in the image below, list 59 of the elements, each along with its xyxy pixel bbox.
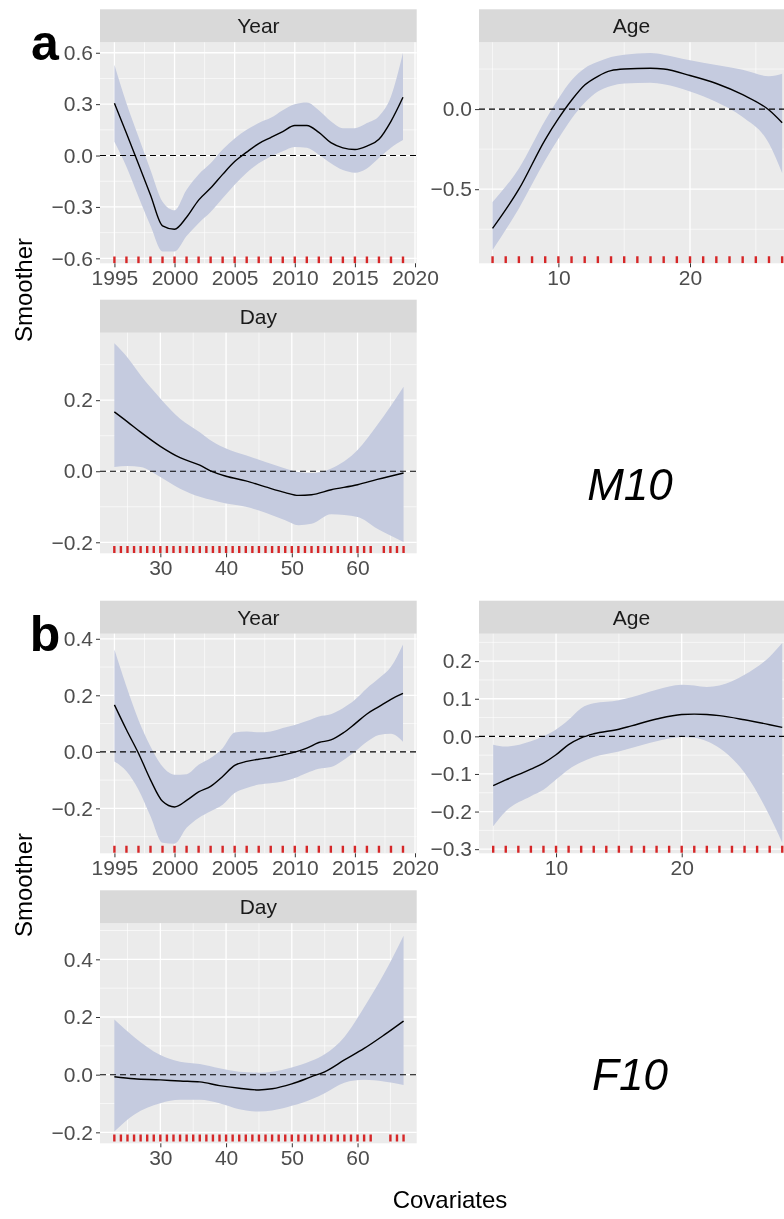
x-tick-label: 2000 (151, 266, 199, 290)
y-tick-label: −0.3 (51, 195, 93, 219)
x-tick-label: 2015 (332, 266, 379, 290)
y-tick-label: 0.0 (63, 740, 93, 764)
text: a (31, 15, 61, 71)
y-tick-label: 0.0 (63, 1062, 93, 1086)
x-tick-label: 60 (346, 1146, 370, 1170)
x-tick-label: 1995 (91, 856, 139, 880)
x-tick-label: 10 (547, 266, 571, 290)
y-tick-label: 0.2 (442, 649, 472, 673)
y-tick-label: −0.2 (51, 796, 93, 820)
y-tick-label: −0.5 (430, 177, 472, 201)
x-tick-label: 2005 (211, 266, 259, 290)
y-tick-label: 0.0 (442, 724, 472, 748)
y-tick-label: 0.4 (63, 627, 94, 651)
x-tick-label: 20 (670, 856, 694, 880)
y-axis-title: Smoother (10, 832, 37, 938)
x-tick-label: 2000 (151, 856, 199, 880)
chart-title: Age (612, 14, 651, 38)
y-tick-label: −0.6 (51, 246, 93, 270)
x-tick-label: 1995 (91, 266, 139, 290)
x-tick-label: 30 (149, 1146, 173, 1170)
x-tick-label: 30 (149, 556, 173, 580)
x-tick-label: 2010 (271, 856, 319, 880)
y-tick-label: 0.0 (63, 459, 93, 483)
x-tick-label: 40 (214, 1146, 239, 1170)
x-axis-title: Covariates (392, 1186, 508, 1213)
chart-title: Year (237, 14, 280, 38)
x-tick-label: 20 (678, 266, 703, 290)
y-tick-label: 0.1 (442, 686, 472, 710)
text: b (29, 606, 61, 662)
y-tick-label: 0.2 (63, 388, 93, 412)
y-tick-label: 0.0 (63, 143, 93, 167)
y-axis-title: Smoother (10, 237, 37, 343)
y-tick-label: 0.4 (63, 947, 94, 971)
text: M10 (587, 460, 674, 509)
chart-title: Year (237, 605, 280, 629)
y-tick-label: −0.2 (51, 1120, 93, 1144)
y-tick-label: −0.1 (430, 762, 472, 786)
y-tick-label: 0.2 (63, 683, 93, 707)
x-tick-label: 10 (544, 856, 569, 880)
y-tick-label: 0.3 (63, 92, 93, 116)
chart-title: Age (612, 605, 651, 629)
x-tick-label: 50 (280, 556, 304, 580)
y-tick-label: −0.2 (430, 799, 472, 823)
chart-title: Day (239, 895, 278, 919)
x-tick-label: 2010 (271, 266, 319, 290)
chart-title: Day (239, 304, 278, 328)
x-tick-label: 2020 (392, 266, 439, 290)
x-tick-label: 2015 (332, 856, 379, 880)
y-tick-label: 0.0 (442, 97, 472, 121)
x-tick-label: 2005 (211, 856, 259, 880)
y-tick-label: 0.6 (63, 40, 93, 64)
x-tick-label: 50 (280, 1146, 304, 1170)
text: F10 (592, 1050, 669, 1099)
x-tick-label: 60 (346, 556, 370, 580)
y-tick-label: 0.2 (63, 1005, 93, 1029)
y-tick-label: −0.2 (51, 530, 93, 554)
x-tick-label: 40 (214, 556, 239, 580)
